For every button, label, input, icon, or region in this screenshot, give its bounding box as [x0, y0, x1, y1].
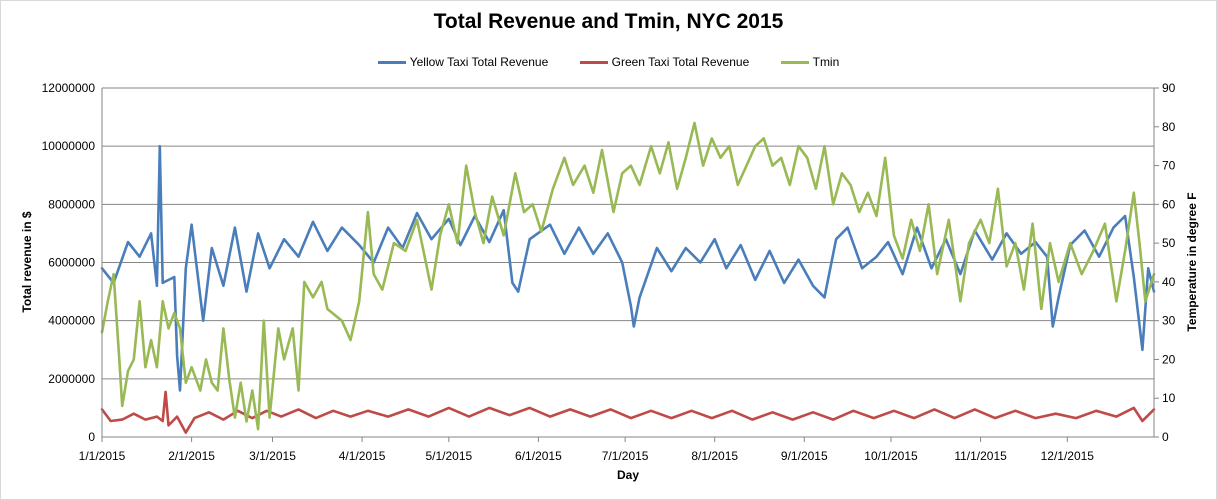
y-tick-label: 0	[88, 430, 95, 444]
x-tick-label: 10/1/2015	[864, 449, 918, 463]
axes-group	[101, 87, 1159, 442]
chart-legend: Yellow Taxi Total Revenue Green Taxi Tot…	[0, 54, 1217, 69]
legend-swatch-yellow	[377, 60, 406, 64]
x-tick-label: 8/1/2015	[691, 449, 738, 463]
y2-tick-label: 80	[1162, 120, 1176, 134]
y2-tick-label: 70	[1162, 159, 1176, 173]
series-line-green-taxi	[100, 390, 1156, 434]
y2-tick-label: 40	[1162, 275, 1176, 289]
chart-title: Total Revenue and Tmin, NYC 2015	[433, 10, 784, 33]
x-tick-label: 4/1/2015	[339, 449, 386, 463]
series-line-yellow-taxi	[100, 144, 1156, 392]
y-tick-label: 8000000	[48, 197, 95, 211]
y2-tick-label: 20	[1162, 352, 1176, 366]
x-tick-label: 12/1/2015	[1041, 449, 1095, 463]
y-tick-label: 12000000	[42, 81, 96, 95]
y-tick-label: 2000000	[48, 372, 95, 386]
x-tick-label: 5/1/2015	[425, 449, 472, 463]
y2-tick-label: 0	[1162, 430, 1169, 444]
y2-tick-label: 90	[1162, 81, 1176, 95]
x-tick-label: 2/1/2015	[168, 449, 215, 463]
legend-swatch-green	[579, 60, 608, 64]
series-group	[100, 121, 1156, 434]
x-tick-label: 7/1/2015	[602, 449, 649, 463]
y-tick-label: 4000000	[48, 314, 95, 328]
x-axis-title: Day	[617, 468, 639, 482]
series-line-tmin	[100, 121, 1156, 431]
legend-label-green: Green Taxi Total Revenue	[611, 55, 750, 70]
legend-label-yellow: Yellow Taxi Total Revenue	[409, 55, 549, 70]
legend-swatch-tmin	[780, 60, 809, 64]
legend-item-yellow: Yellow Taxi Total Revenue	[377, 54, 549, 70]
legend-label-tmin: Tmin	[812, 55, 840, 70]
legend-item-green: Green Taxi Total Revenue	[579, 54, 750, 70]
x-tick-label: 11/1/2015	[954, 449, 1007, 463]
y-tick-label: 6000000	[48, 256, 95, 270]
y2-tick-label: 60	[1162, 197, 1176, 211]
x-tick-label: 9/1/2015	[781, 449, 828, 463]
y-tick-label: 10000000	[42, 139, 96, 153]
y2-tick-label: 50	[1162, 236, 1176, 250]
y2-axis-title: Temperature in degree F	[1185, 192, 1199, 331]
y-axis-title: Total revenue in $	[20, 211, 34, 312]
y2-tick-label: 30	[1162, 314, 1176, 328]
y2-tick-label: 10	[1162, 391, 1176, 405]
x-tick-label: 3/1/2015	[249, 449, 296, 463]
legend-item-tmin: Tmin	[780, 54, 840, 70]
x-tick-label: 1/1/2015	[79, 449, 126, 463]
x-tick-label: 6/1/2015	[515, 449, 562, 463]
tick-labels: 0 2000000 4000000 6000000 8000000 10000000 120…	[42, 81, 1176, 463]
